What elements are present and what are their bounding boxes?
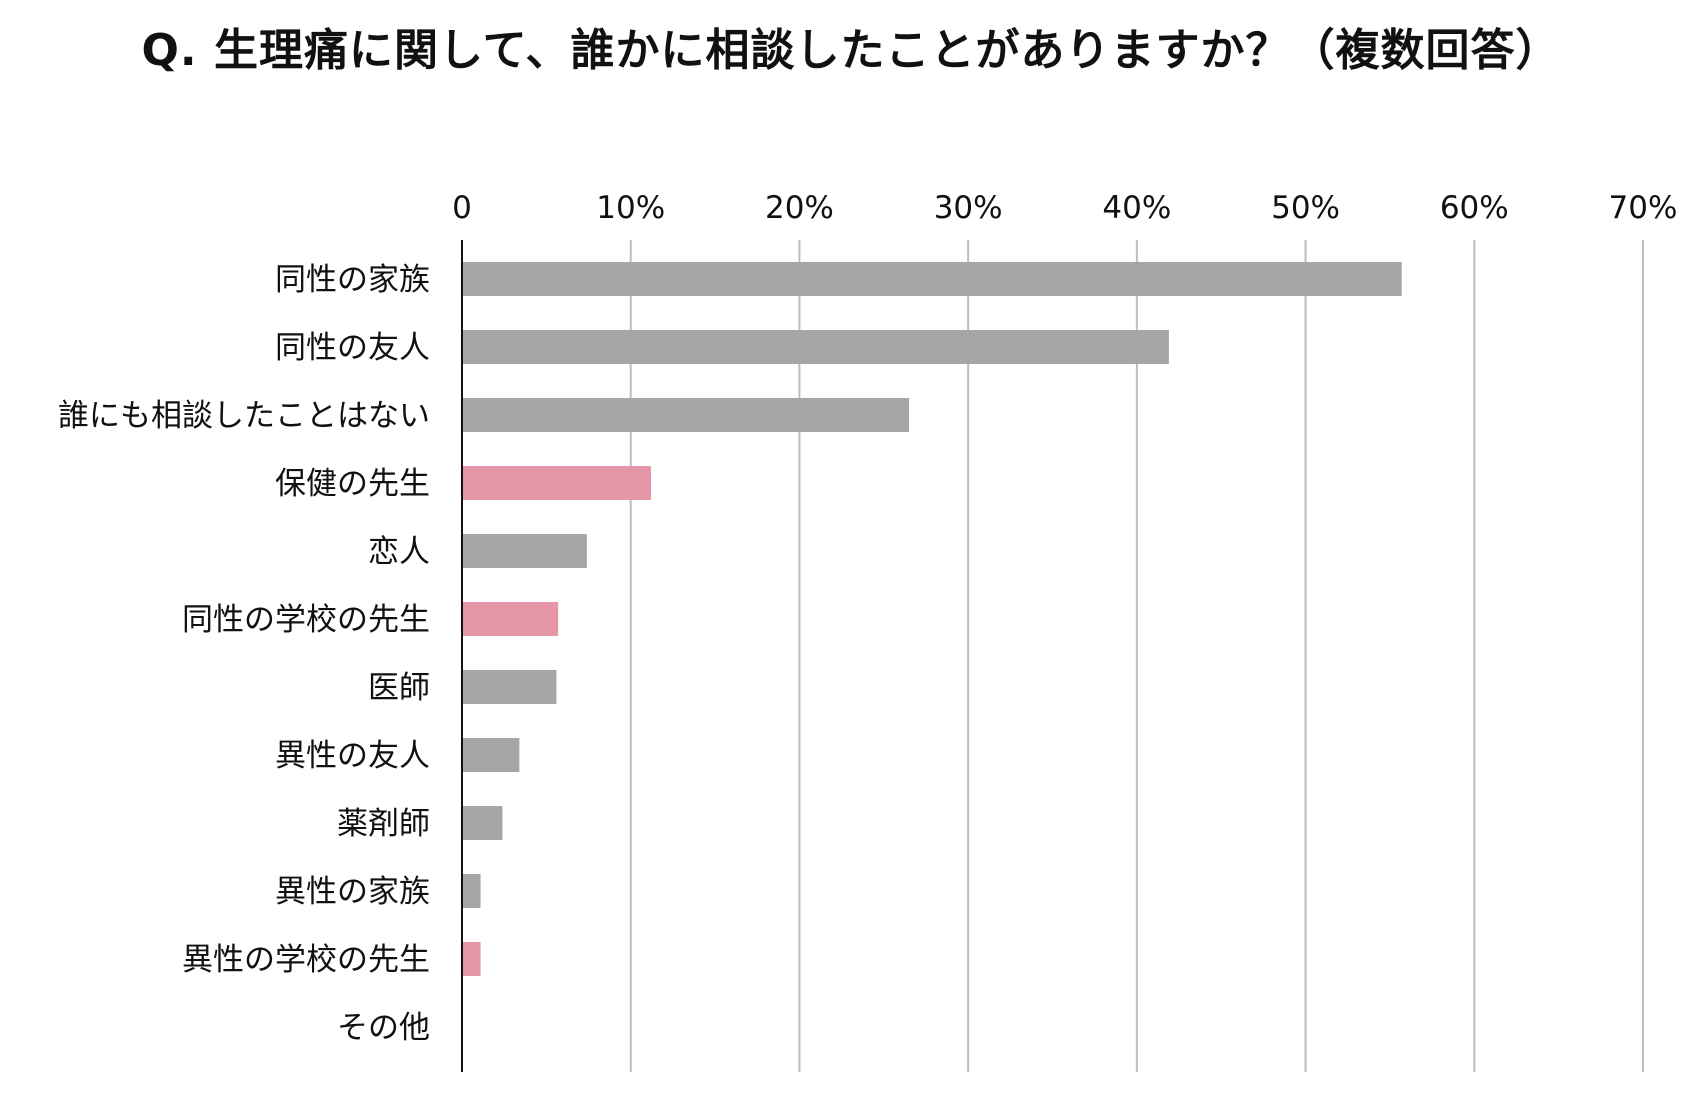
category-label: 同性の友人	[275, 330, 430, 366]
x-tick-label: 50%	[1271, 190, 1340, 226]
x-tick-label: 0	[452, 190, 472, 226]
bar	[462, 738, 520, 772]
bar	[462, 942, 481, 976]
bar	[462, 262, 1402, 296]
category-label: 異性の友人	[275, 738, 430, 774]
bar	[462, 602, 559, 636]
bar	[462, 466, 651, 500]
category-labels: 同性の家族同性の友人誰にも相談したことはない保健の先生恋人同性の学校の先生医師異…	[58, 262, 430, 1046]
category-label: 同性の家族	[275, 262, 430, 298]
bars	[462, 262, 1402, 976]
x-tick-label: 40%	[1102, 190, 1171, 226]
x-tick-label: 60%	[1440, 190, 1509, 226]
category-label: 恋人	[368, 534, 430, 570]
category-label: 医師	[368, 670, 430, 706]
category-label: 誰にも相談したことはない	[58, 398, 430, 434]
category-label: その他	[337, 1010, 430, 1046]
category-label: 薬剤師	[337, 806, 430, 842]
x-tick-label: 10%	[596, 190, 665, 226]
bar	[462, 330, 1169, 364]
x-axis-ticks: 0 10% 20% 30% 40% 50% 60% 70%	[452, 190, 1677, 226]
bar	[462, 534, 587, 568]
bar	[462, 398, 910, 432]
bar	[462, 806, 503, 840]
gridlines	[629, 240, 1644, 1072]
chart-title: Q. 生理痛に関して、誰かに相談したことがありますか？（複数回答）	[141, 25, 1561, 76]
bar	[462, 874, 481, 908]
category-label: 異性の家族	[275, 874, 430, 910]
category-label: 異性の学校の先生	[182, 942, 430, 978]
bar	[462, 670, 557, 704]
category-label: 保健の先生	[275, 466, 430, 502]
category-label: 同性の学校の先生	[182, 602, 430, 638]
x-tick-label: 70%	[1609, 190, 1678, 226]
x-tick-label: 30%	[934, 190, 1003, 226]
x-tick-label: 20%	[765, 190, 834, 226]
